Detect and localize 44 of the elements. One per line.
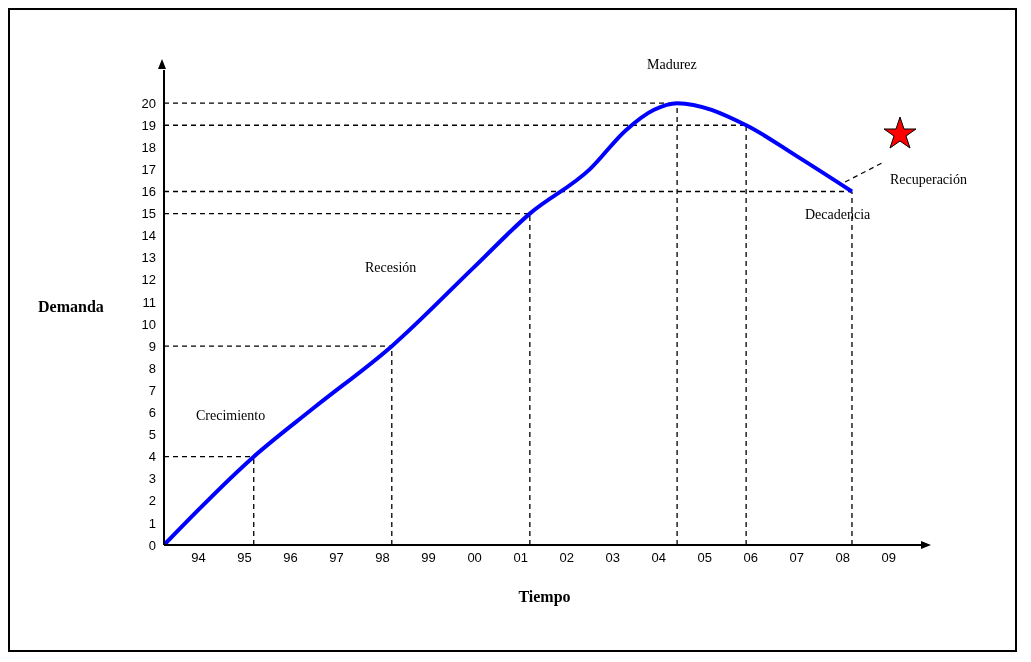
y-tick-label: 9 [148,338,156,354]
x-tick-label: 02 [559,550,574,566]
x-tick-label: 05 [697,550,712,566]
y-tick-label: 6 [148,405,156,421]
annotation: Recesión [365,260,417,276]
x-axis-title: Tiempo [517,588,572,606]
y-axis-title: Demanda [38,298,104,316]
x-tick-label: 95 [237,550,252,566]
x-tick-label: 08 [835,550,850,566]
x-tick-label: 09 [881,550,897,566]
y-tick-label: 18 [141,139,156,155]
annotation: Madurez [647,57,697,73]
y-tick-label: 14 [141,228,156,244]
x-tick-label: 07 [789,550,804,566]
x-tick-label: 03 [605,550,620,566]
x-tick-label: 94 [191,550,206,566]
y-tick-label: 2 [148,493,156,509]
x-tick-label: 04 [651,550,666,566]
y-tick-label: 16 [141,184,156,200]
y-tick-label: 19 [141,117,156,133]
x-tick-label: 99 [421,550,436,566]
y-tick-label: 1 [148,515,156,531]
x-tick-label: 96 [283,550,298,566]
y-tick-label: 4 [148,449,156,465]
x-tick-label: 06 [743,550,758,566]
x-tick-label: 00 [467,550,482,566]
y-tick-label: 20 [141,95,156,111]
annotation: Crecimiento [196,408,266,424]
y-tick-label: 13 [141,250,156,266]
annotation: Recuperación [890,172,967,188]
y-tick-label: 5 [148,427,156,443]
annotation: Decadencia [805,207,871,223]
y-tick-label: 7 [148,382,156,398]
y-tick-label: 0 [148,537,156,553]
y-tick-label: 11 [142,294,156,310]
y-tick-label: 3 [148,471,156,487]
y-tick-label: 8 [148,360,156,376]
x-tick-label: 01 [513,550,528,566]
y-tick-label: 15 [141,206,156,222]
y-tick-label: 10 [141,316,156,332]
y-tick-label: 12 [141,272,156,288]
x-tick-label: 97 [329,550,344,566]
x-tick-label: 98 [375,550,390,566]
y-tick-label: 17 [141,162,156,178]
